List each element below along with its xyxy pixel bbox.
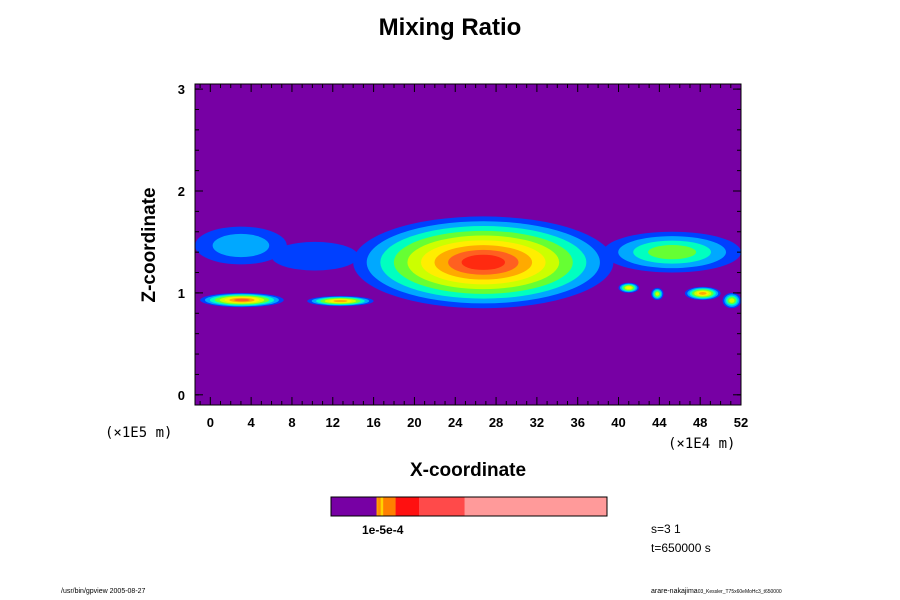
y-tick-label-3: 3 bbox=[178, 82, 185, 97]
x-axis-ticks: 0 4 8 12 16 20 24 28 32 36 40 44 48 52 bbox=[199, 84, 748, 430]
contour-right-small-blob-4-level-5 bbox=[729, 298, 735, 303]
time-info: t=650000 s bbox=[651, 541, 711, 555]
footer-right: arare-nakajima03_Kessler_T75x60eMoHc3_t6… bbox=[651, 588, 782, 595]
contour-upper-filament-level-1 bbox=[271, 241, 359, 271]
x-tick-label-44: 44 bbox=[652, 415, 667, 430]
chart-title: Mixing Ratio bbox=[378, 14, 522, 41]
colorbar bbox=[330, 496, 608, 517]
colorbar-label: 1e-5e-4 bbox=[362, 523, 404, 537]
x-tick-label-8: 8 bbox=[288, 415, 295, 430]
colorbar-segment-3 bbox=[378, 497, 381, 516]
footer-right-main: arare-nakajima bbox=[651, 588, 698, 595]
colorbar-segment-2 bbox=[376, 497, 379, 516]
contour-fields bbox=[195, 216, 741, 309]
x-tick-label-48: 48 bbox=[693, 415, 707, 430]
x-tick-label-32: 32 bbox=[530, 415, 544, 430]
x-tick-label-36: 36 bbox=[570, 415, 584, 430]
contour-lower-left-band-level-8 bbox=[234, 298, 250, 302]
contour-main-cloud-level-9 bbox=[461, 254, 506, 270]
x-tick-label-16: 16 bbox=[366, 415, 380, 430]
footer-right-small: 03_Kessler_T75x60eMoHc3_t650000 bbox=[697, 589, 782, 595]
y-tick-label-2: 2 bbox=[178, 184, 185, 199]
x-axis-label: X-coordinate bbox=[409, 460, 527, 481]
contour-lower-mid-band-level-7 bbox=[333, 299, 348, 303]
colorbar-segment-5 bbox=[383, 497, 396, 516]
slice-info: s=3 1 bbox=[651, 522, 681, 536]
y-tick-label-1: 1 bbox=[178, 286, 185, 301]
contour-right-small-blob-2-level-5 bbox=[655, 292, 660, 296]
x-tick-label-40: 40 bbox=[611, 415, 625, 430]
colorbar-segment-6 bbox=[395, 497, 420, 516]
x-axis-scale-label: (×1E4 m) bbox=[668, 436, 736, 452]
contour-right-small-blob-3-level-7 bbox=[698, 292, 707, 295]
y-tick-label-0: 0 bbox=[178, 388, 185, 403]
contour-upper-left-layer-level-2 bbox=[212, 233, 270, 258]
colorbar-frame bbox=[330, 496, 608, 517]
plot-frame bbox=[194, 83, 742, 406]
colorbar-segment-7 bbox=[419, 497, 465, 516]
y-axis-scale-label: (×1E5 m) bbox=[105, 425, 173, 441]
colorbar-segment-1 bbox=[331, 497, 377, 516]
y-axis-label: Z-coordinate bbox=[139, 187, 160, 303]
colorbar-segment-4 bbox=[380, 497, 384, 516]
colorbar-segment-8 bbox=[464, 497, 608, 516]
x-tick-label-28: 28 bbox=[489, 415, 503, 430]
x-tick-label-12: 12 bbox=[326, 415, 340, 430]
y-axis-ticks: 0 1 2 3 bbox=[178, 82, 741, 403]
x-tick-label-0: 0 bbox=[207, 415, 214, 430]
x-tick-label-4: 4 bbox=[248, 415, 256, 430]
x-tick-label-20: 20 bbox=[407, 415, 421, 430]
contour-right-small-blob-1-level-6 bbox=[626, 286, 632, 290]
footer-left: /usr/bin/gpview 2005-08-27 bbox=[61, 588, 146, 595]
contour-right-upper-layer-level-4 bbox=[648, 245, 697, 260]
x-tick-label-24: 24 bbox=[448, 415, 463, 430]
x-tick-label-52: 52 bbox=[734, 415, 748, 430]
